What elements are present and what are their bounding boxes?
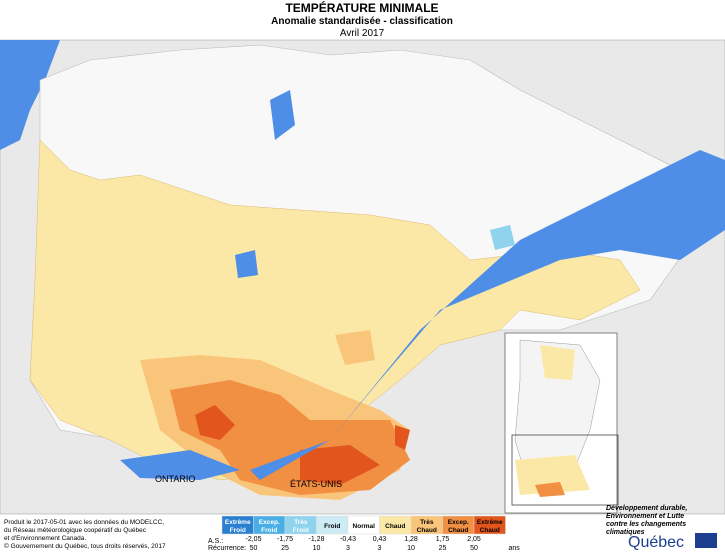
rec-value: 50 bbox=[250, 545, 258, 552]
logo-name: Québec bbox=[628, 534, 684, 551]
as-label: A.S.: bbox=[208, 538, 223, 545]
rec-label: Récurrence: bbox=[208, 545, 246, 552]
as-value: 1,28 bbox=[404, 536, 418, 543]
legend-label: Froid bbox=[261, 527, 277, 534]
as-value: 0,43 bbox=[373, 536, 387, 543]
credit-line: Produit le 2017-05-01 avec les données d… bbox=[4, 519, 164, 526]
legend-label: Chaud bbox=[448, 527, 468, 534]
legend-label: Très bbox=[294, 519, 308, 526]
rec-value: 25 bbox=[439, 545, 447, 552]
rec-unit: ans bbox=[509, 545, 521, 552]
legend-label: Extrême bbox=[477, 519, 503, 526]
as-value: -2,05 bbox=[246, 536, 262, 543]
rec-value: 25 bbox=[281, 545, 289, 552]
date: Avril 2017 bbox=[340, 28, 385, 39]
legend-label: Froid bbox=[293, 527, 309, 534]
legend-label: Excep. bbox=[259, 519, 280, 526]
rec-value: 10 bbox=[407, 545, 415, 552]
legend-label: Extrême bbox=[225, 519, 251, 526]
as-value: -0,43 bbox=[340, 536, 356, 543]
credit-line: du Réseau météorologique coopératif du Q… bbox=[4, 527, 147, 534]
logo-text: Environnement et Lutte bbox=[606, 513, 684, 520]
rec-value: 3 bbox=[346, 545, 350, 552]
region-label: ONTARIO bbox=[155, 474, 195, 484]
region-label: ÉTATS-UNIS bbox=[290, 479, 342, 489]
legend-label: Excep. bbox=[448, 519, 469, 526]
logo-text: contre les changements bbox=[606, 521, 686, 528]
subtitle: Anomalie standardisée - classification bbox=[271, 16, 453, 27]
credit-line: © Gouvernement du Québec, tous droits ré… bbox=[4, 542, 166, 550]
as-value: 1,75 bbox=[436, 536, 450, 543]
logo-text: Développement durable, bbox=[606, 505, 687, 512]
rec-value: 50 bbox=[470, 545, 478, 552]
legend-label: Chaud bbox=[385, 523, 405, 530]
legend-label: Chaud bbox=[480, 527, 500, 534]
legend-label: Froid bbox=[230, 527, 246, 534]
legend-label: Très bbox=[420, 519, 434, 526]
legend-swatch bbox=[473, 515, 506, 535]
legend-label: Normal bbox=[353, 523, 376, 530]
as-value: -1,75 bbox=[277, 536, 293, 543]
logo-text: climatiques bbox=[606, 529, 645, 536]
title: TEMPÉRATURE MINIMALE bbox=[285, 0, 438, 15]
inset-map bbox=[504, 332, 619, 514]
as-value: -1,28 bbox=[309, 536, 325, 543]
legend-label: Froid bbox=[324, 523, 340, 530]
legend-label: Chaud bbox=[417, 527, 437, 534]
credit-line: et d'Environnement Canada. bbox=[4, 535, 86, 542]
rec-value: 3 bbox=[378, 545, 382, 552]
credits: Produit le 2017-05-01 avec les données d… bbox=[4, 519, 166, 550]
rec-value: 10 bbox=[313, 545, 321, 552]
logo: Développement durable, Environnement et … bbox=[606, 505, 717, 551]
as-value: 2,05 bbox=[467, 536, 481, 543]
map: ONTARIO ÉTATS-UNIS bbox=[0, 39, 725, 515]
